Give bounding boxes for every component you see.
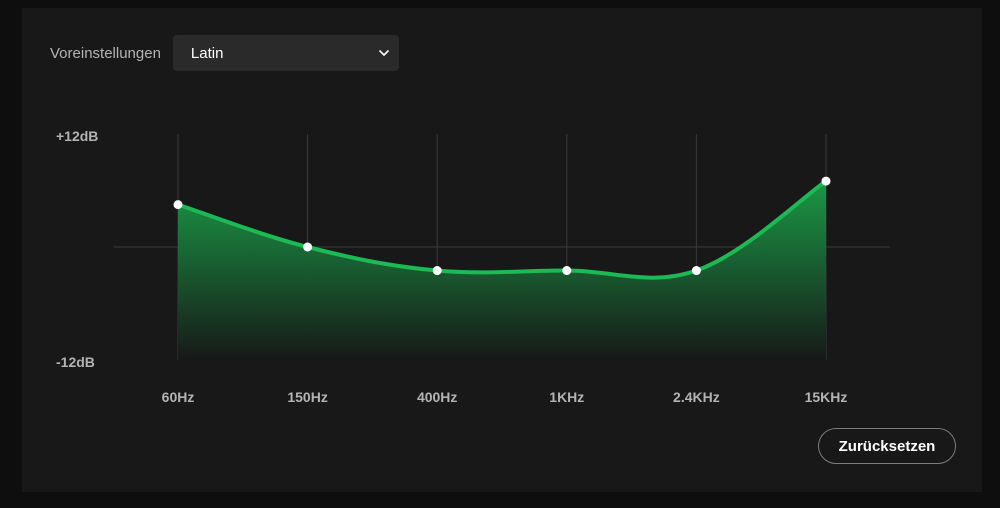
reset-button[interactable]: Zurücksetzen [818, 428, 956, 464]
band-label: 15KHz [804, 389, 848, 405]
presets-row: Voreinstellungen Latin [50, 35, 399, 71]
band-label: 400Hz [416, 389, 458, 405]
presets-dropdown[interactable]: Latin [172, 35, 399, 71]
band-label: 60Hz [161, 389, 195, 405]
equalizer-curve [176, 179, 828, 280]
chevron-down-icon [379, 50, 389, 56]
presets-label: Voreinstellungen [50, 44, 161, 62]
band-handle-15khz[interactable] [821, 176, 831, 186]
equalizer-curve-fill [178, 181, 826, 360]
band-label: 2.4KHz [673, 389, 720, 405]
band-handle-400hz[interactable] [432, 266, 442, 276]
db-min-label: -12dB [56, 354, 95, 370]
equalizer-graph[interactable] [22, 8, 982, 408]
band-label: 150Hz [287, 389, 328, 405]
band-handle-60hz[interactable] [173, 200, 183, 210]
db-max-label: +12dB [56, 128, 99, 144]
reset-button-label: Zurücksetzen [838, 437, 936, 455]
band-handle-1khz[interactable] [562, 266, 572, 276]
band-handle-150hz[interactable] [303, 242, 313, 252]
band-label: 1KHz [549, 389, 585, 405]
equalizer-panel: Voreinstellungen Latin +12dB -12dB 60Hz 1… [22, 8, 982, 492]
band-handle-2.4khz[interactable] [691, 266, 701, 276]
presets-selected-value: Latin [190, 44, 224, 62]
